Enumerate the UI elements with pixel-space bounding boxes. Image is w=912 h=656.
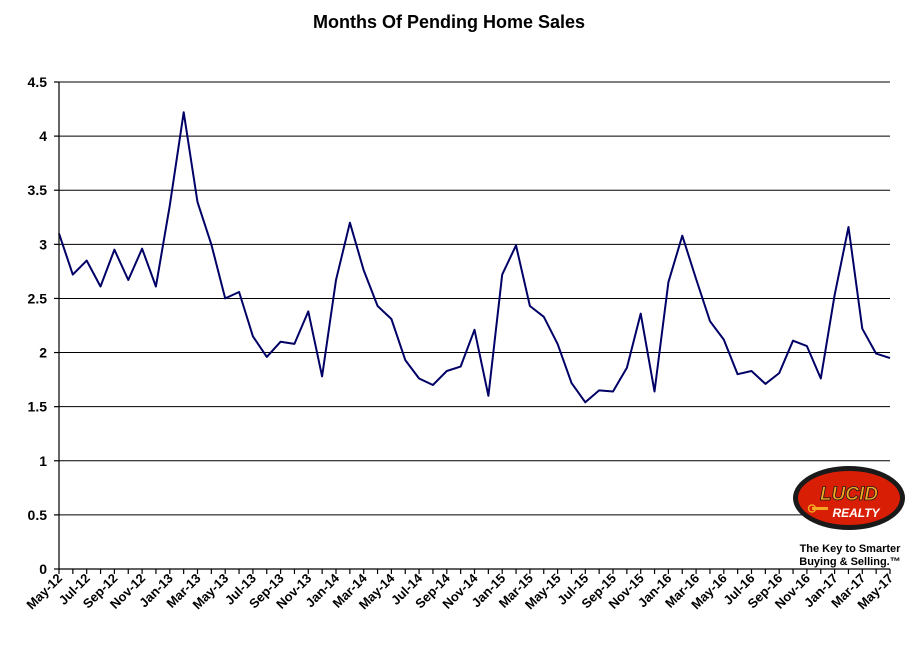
series-layer xyxy=(58,111,891,404)
y-axis-ticks: 0 0.5 1 1.5 2 2.5 3 3.5 4 4.5 xyxy=(28,74,59,577)
y-tick-label: 0.5 xyxy=(28,507,48,523)
key-ring-icon xyxy=(807,504,817,513)
logo-word-bottom: REALTY xyxy=(832,506,880,520)
logo-badge-inner xyxy=(798,471,900,525)
logo-tagline-1: The Key to Smarter xyxy=(800,543,902,555)
lucid-realty-logo: LUCID REALTY The Key to Smarter Buying &… xyxy=(793,466,905,568)
series-line xyxy=(58,111,891,404)
x-axis-ticks: May-12Jul-12Sep-12Nov-12Jan-13Mar-13May-… xyxy=(23,569,896,612)
y-tick-label: 2 xyxy=(39,345,47,361)
logo-tagline-2: Buying & Selling.™ xyxy=(799,556,900,568)
key-icon xyxy=(812,507,828,510)
y-tick-label: 1 xyxy=(39,453,47,469)
gridlines xyxy=(59,81,890,516)
y-tick-label: 1.5 xyxy=(28,399,48,415)
logo-word-top: LUCID xyxy=(820,484,878,505)
y-tick-label: 3 xyxy=(39,236,47,252)
y-tick-label: 4.5 xyxy=(28,74,48,90)
y-tick-label: 3.5 xyxy=(28,182,48,198)
y-tick-label: 0 xyxy=(39,561,47,577)
y-tick-label: 2.5 xyxy=(28,290,48,306)
y-tick-label: 4 xyxy=(39,128,47,144)
axes xyxy=(58,82,890,570)
chart-title: Months Of Pending Home Sales xyxy=(313,12,585,32)
